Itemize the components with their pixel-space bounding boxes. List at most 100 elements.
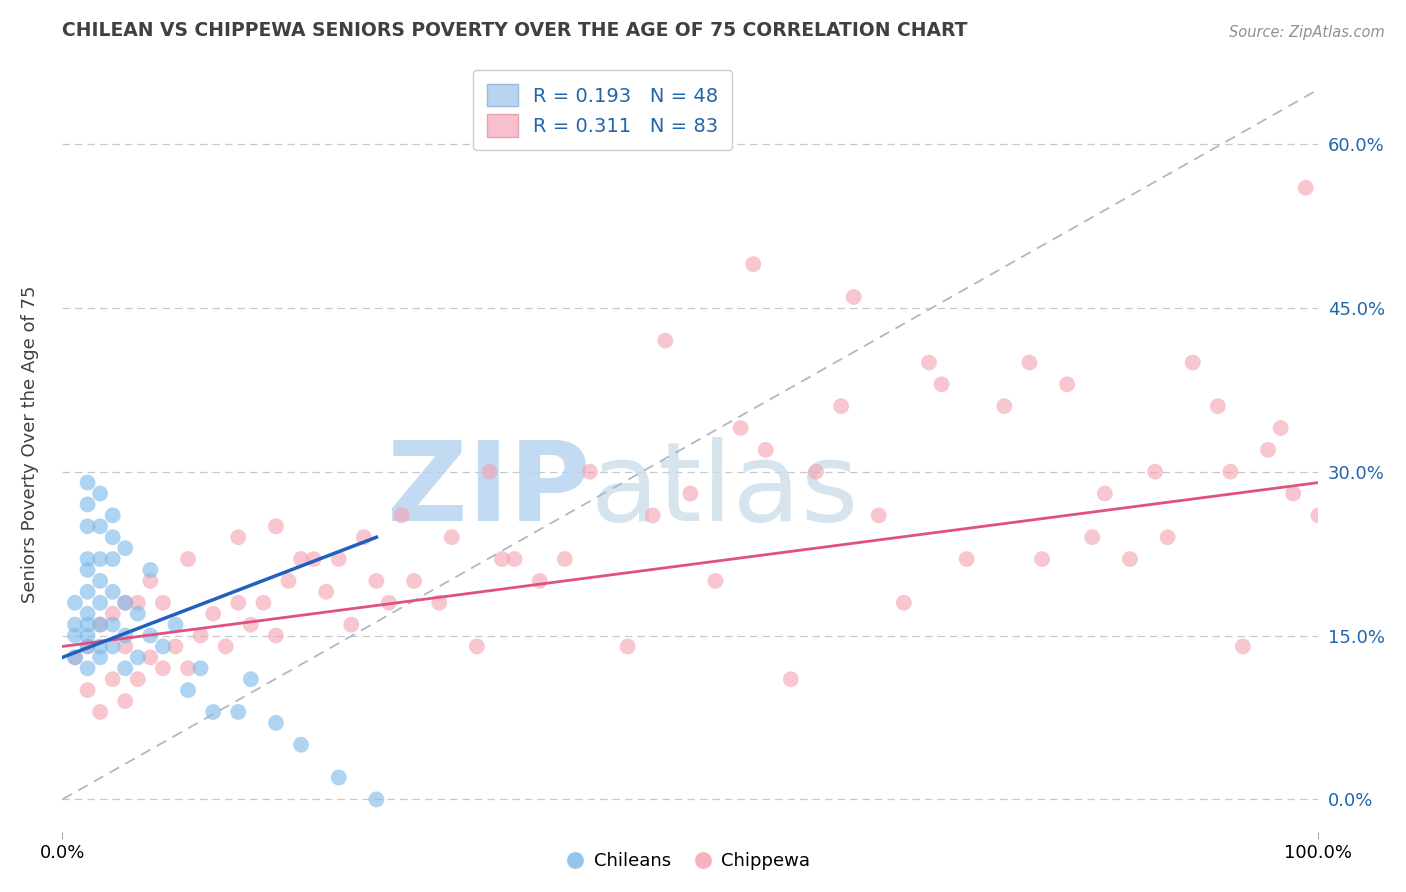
Legend: Chileans, Chippewa: Chileans, Chippewa xyxy=(562,845,818,878)
Point xyxy=(290,552,312,566)
Point xyxy=(63,650,86,665)
Point xyxy=(366,574,388,588)
Point xyxy=(328,771,350,785)
Point xyxy=(76,628,98,642)
Point xyxy=(1270,421,1292,435)
Point xyxy=(742,257,765,271)
Point xyxy=(1295,180,1317,194)
Point xyxy=(956,552,979,566)
Point xyxy=(76,607,98,621)
Point xyxy=(1181,355,1204,369)
Point xyxy=(63,617,86,632)
Point xyxy=(1156,530,1178,544)
Point xyxy=(378,596,401,610)
Point xyxy=(76,683,98,698)
Point xyxy=(302,552,325,566)
Point xyxy=(127,650,149,665)
Point xyxy=(264,519,287,533)
Point xyxy=(427,596,450,610)
Point xyxy=(554,552,576,566)
Point xyxy=(842,290,865,304)
Point xyxy=(89,650,111,665)
Text: ZIP: ZIP xyxy=(387,437,591,544)
Point xyxy=(76,519,98,533)
Point xyxy=(1232,640,1254,654)
Point xyxy=(679,486,702,500)
Point xyxy=(89,574,111,588)
Point xyxy=(993,399,1015,413)
Point xyxy=(114,640,136,654)
Point xyxy=(641,508,664,523)
Point xyxy=(264,628,287,642)
Point xyxy=(114,596,136,610)
Point xyxy=(127,607,149,621)
Point xyxy=(1308,508,1330,523)
Point xyxy=(177,552,200,566)
Point xyxy=(226,530,249,544)
Point xyxy=(1282,486,1305,500)
Text: CHILEAN VS CHIPPEWA SENIORS POVERTY OVER THE AGE OF 75 CORRELATION CHART: CHILEAN VS CHIPPEWA SENIORS POVERTY OVER… xyxy=(62,21,967,40)
Point xyxy=(127,672,149,686)
Point xyxy=(76,640,98,654)
Point xyxy=(76,584,98,599)
Point xyxy=(89,596,111,610)
Point xyxy=(252,596,274,610)
Point xyxy=(465,640,488,654)
Point xyxy=(202,607,225,621)
Point xyxy=(76,475,98,490)
Point xyxy=(931,377,953,392)
Point xyxy=(755,442,778,457)
Point xyxy=(114,661,136,675)
Point xyxy=(654,334,676,348)
Point xyxy=(76,640,98,654)
Point xyxy=(165,617,187,632)
Point xyxy=(353,530,375,544)
Point xyxy=(290,738,312,752)
Point xyxy=(139,574,162,588)
Point xyxy=(63,628,86,642)
Point xyxy=(76,617,98,632)
Point xyxy=(730,421,752,435)
Point xyxy=(152,596,174,610)
Point xyxy=(704,574,727,588)
Point xyxy=(89,705,111,719)
Point xyxy=(152,661,174,675)
Point xyxy=(1081,530,1104,544)
Point xyxy=(89,617,111,632)
Point xyxy=(1031,552,1053,566)
Point xyxy=(101,552,124,566)
Point xyxy=(89,640,111,654)
Point xyxy=(101,508,124,523)
Point xyxy=(579,465,602,479)
Point xyxy=(89,486,111,500)
Point xyxy=(101,607,124,621)
Point xyxy=(918,355,941,369)
Point xyxy=(616,640,638,654)
Point xyxy=(868,508,890,523)
Point xyxy=(315,584,337,599)
Point xyxy=(101,617,124,632)
Point xyxy=(89,552,111,566)
Point xyxy=(1144,465,1167,479)
Text: Source: ZipAtlas.com: Source: ZipAtlas.com xyxy=(1229,25,1385,40)
Point xyxy=(503,552,526,566)
Point xyxy=(101,530,124,544)
Point xyxy=(328,552,350,566)
Point xyxy=(177,661,200,675)
Point xyxy=(893,596,915,610)
Point xyxy=(1206,399,1229,413)
Point xyxy=(478,465,501,479)
Point xyxy=(177,683,200,698)
Point xyxy=(404,574,426,588)
Point xyxy=(366,792,388,806)
Point xyxy=(1219,465,1241,479)
Point xyxy=(139,628,162,642)
Point xyxy=(63,596,86,610)
Text: atlas: atlas xyxy=(591,437,859,544)
Point xyxy=(190,628,212,642)
Point xyxy=(114,596,136,610)
Point xyxy=(391,508,413,523)
Point xyxy=(114,541,136,556)
Point xyxy=(202,705,225,719)
Point xyxy=(1056,377,1078,392)
